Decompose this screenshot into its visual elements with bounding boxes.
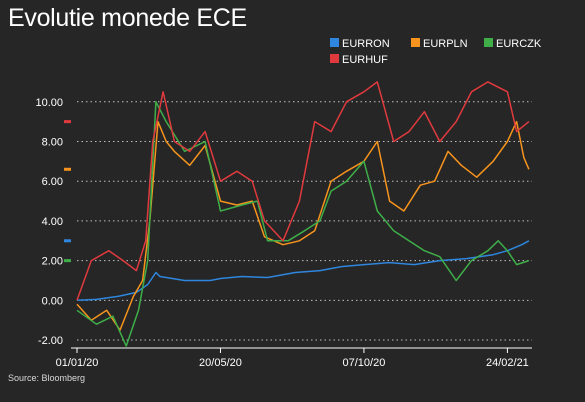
source-note: Source: Bloomberg <box>8 373 86 383</box>
y-tick-label: -2.00 <box>38 335 63 347</box>
last-value-marker-eurpln <box>64 167 71 171</box>
y-tick-label: 4.00 <box>42 216 63 228</box>
series-line-eurron <box>76 240 530 302</box>
last-value-marker-eurron <box>64 239 71 243</box>
last-value-marker-eurhuf <box>64 120 71 124</box>
legend-label-eurron: EURRON <box>342 38 390 50</box>
legend-swatch-eurpln <box>411 38 420 47</box>
series-line-eurpln <box>76 120 530 331</box>
chart-title: Evolutie monede ECE <box>8 4 247 32</box>
x-tick-label: 07/10/20 <box>343 357 386 369</box>
legend-label-eurhuf: EURHUF <box>342 54 388 66</box>
x-tick-label: 20/05/20 <box>199 357 242 369</box>
y-tick-label: 2.00 <box>42 256 63 268</box>
y-tick-label: 8.00 <box>42 136 63 148</box>
legend-swatch-eurron <box>330 38 339 47</box>
series-line-eurczk <box>76 101 530 347</box>
legend-swatch-eurczk <box>484 38 493 47</box>
x-tick-label: 01/01/20 <box>56 357 99 369</box>
y-tick-label: 6.00 <box>42 176 63 188</box>
y-tick-label: 0.00 <box>42 295 63 307</box>
series-line-eurhuf <box>76 81 530 301</box>
legend-label-eurpln: EURPLN <box>423 38 468 50</box>
legend-label-eurczk: EURCZK <box>496 38 542 50</box>
x-tick-label: 24/02/21 <box>486 357 529 369</box>
legend-swatch-eurhuf <box>330 54 339 63</box>
last-value-marker-eurczk <box>64 259 71 263</box>
y-tick-label: 10.00 <box>35 97 63 109</box>
